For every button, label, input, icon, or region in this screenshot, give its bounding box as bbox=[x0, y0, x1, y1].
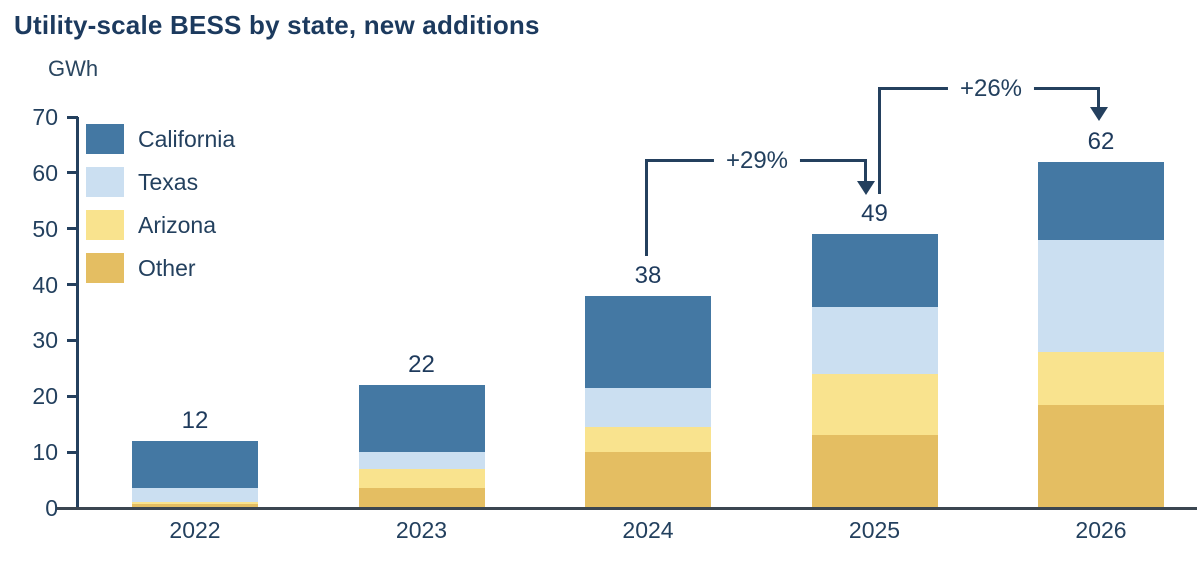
bar-segment-other-2023 bbox=[358, 488, 485, 508]
bar-segment-other-2025 bbox=[811, 435, 938, 508]
legend-label: Texas bbox=[138, 169, 199, 195]
annotation-arrow-stub bbox=[864, 159, 867, 181]
y-tick-label-40: 40 bbox=[32, 271, 58, 298]
bar-segment-california-2024 bbox=[585, 295, 711, 388]
bar-total-label-2022: 12 bbox=[181, 406, 209, 434]
bar-segment-texas-2025 bbox=[811, 306, 938, 374]
annotation-arrow-stub bbox=[1097, 87, 1100, 107]
x-tick-label-2023: 2023 bbox=[395, 517, 448, 543]
legend-item-texas: Texas bbox=[86, 167, 235, 197]
y-tick-mark-60 bbox=[67, 171, 78, 175]
y-tick-label-10: 10 bbox=[32, 439, 58, 466]
bar-segment-california-2026 bbox=[1038, 161, 1164, 240]
y-axis-unit-label: GWh bbox=[48, 56, 99, 81]
legend-item-california: California bbox=[86, 124, 235, 154]
y-axis-line bbox=[76, 117, 79, 510]
bar-total-label-2023: 22 bbox=[408, 351, 435, 379]
bar-segment-other-2024 bbox=[585, 452, 711, 508]
bar-segment-arizona-2024 bbox=[585, 427, 711, 453]
y-tick-mark-40 bbox=[67, 283, 78, 287]
annotation-arrowhead-icon bbox=[1089, 107, 1108, 121]
annotation-arrowhead-icon bbox=[856, 181, 875, 195]
bar-segment-arizona-2022 bbox=[132, 502, 258, 505]
x-tick-label-2022: 2022 bbox=[169, 517, 221, 543]
bar-segment-california-2023 bbox=[358, 385, 485, 453]
legend-swatch-other bbox=[86, 253, 124, 283]
x-tick-label-2024: 2024 bbox=[622, 517, 674, 543]
y-tick-label-0: 0 bbox=[45, 495, 58, 521]
bar-segment-texas-2024 bbox=[585, 387, 711, 427]
annotation-riser-line bbox=[645, 160, 648, 256]
x-tick-label-2025: 2025 bbox=[848, 517, 901, 543]
bar-segment-texas-2023 bbox=[358, 452, 485, 469]
y-tick-label-70: 70 bbox=[32, 104, 58, 130]
bar-segment-other-2026 bbox=[1038, 404, 1164, 508]
annotation-growth-label: +26% bbox=[947, 75, 1035, 103]
legend-item-other: Other bbox=[86, 253, 235, 283]
y-tick-label-30: 30 bbox=[32, 327, 58, 354]
legend-label: Other bbox=[138, 255, 196, 281]
y-tick-label-20: 20 bbox=[32, 383, 58, 410]
y-tick-mark-70 bbox=[67, 115, 78, 119]
bar-segment-texas-2026 bbox=[1038, 239, 1164, 352]
y-tick-mark-30 bbox=[67, 338, 78, 342]
bar-segment-other-2022 bbox=[132, 504, 258, 508]
chart-title: Utility-scale BESS by state, new additio… bbox=[14, 10, 540, 40]
bar-segment-arizona-2025 bbox=[811, 373, 938, 436]
y-tick-mark-50 bbox=[67, 227, 78, 231]
bar-segment-texas-2022 bbox=[132, 488, 258, 503]
annotation-growth-label: +29% bbox=[713, 147, 801, 175]
legend: California Texas Arizona Other bbox=[86, 124, 235, 296]
y-tick-label-60: 60 bbox=[32, 159, 58, 186]
y-tick-mark-20 bbox=[67, 394, 78, 398]
legend-swatch-arizona bbox=[86, 210, 124, 240]
x-tick-label-2026: 2026 bbox=[1075, 517, 1127, 543]
legend-swatch-california bbox=[86, 124, 124, 154]
bar-total-label-2026: 62 bbox=[1087, 127, 1115, 155]
y-tick-mark-10 bbox=[67, 450, 78, 454]
bar-segment-california-2022 bbox=[132, 440, 258, 489]
legend-swatch-texas bbox=[86, 167, 124, 197]
bar-segment-california-2025 bbox=[811, 234, 938, 307]
bar-total-label-2025: 49 bbox=[861, 200, 888, 228]
bar-total-label-2024: 38 bbox=[634, 261, 662, 289]
legend-label: California bbox=[138, 126, 236, 152]
legend-label: Arizona bbox=[138, 212, 216, 238]
legend-item-arizona: Arizona bbox=[86, 210, 235, 240]
bar-segment-arizona-2026 bbox=[1038, 351, 1164, 405]
y-tick-label-50: 50 bbox=[32, 215, 58, 242]
x-axis-line bbox=[57, 506, 1197, 510]
annotation-riser-line bbox=[878, 88, 881, 194]
bar-segment-arizona-2023 bbox=[358, 468, 485, 489]
